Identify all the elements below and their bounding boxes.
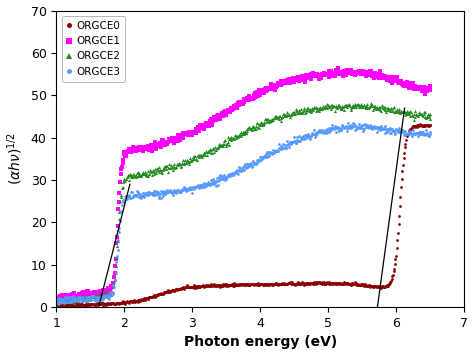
ORGCE1 xyxy=(54,295,59,299)
X-axis label: Photon energy (eV): Photon energy (eV) xyxy=(184,335,337,349)
Line: ORGCE0: ORGCE0 xyxy=(55,122,432,307)
ORGCE3 xyxy=(120,198,126,202)
ORGCE0 xyxy=(428,123,433,127)
ORGCE0 xyxy=(304,282,310,286)
ORGCE0 xyxy=(223,282,229,286)
ORGCE0 xyxy=(274,282,280,286)
ORGCE3 xyxy=(55,302,61,306)
Legend: ORGCE0, ORGCE1, ORGCE2, ORGCE3: ORGCE0, ORGCE1, ORGCE2, ORGCE3 xyxy=(62,16,126,82)
ORGCE0 xyxy=(54,302,59,307)
Line: ORGCE3: ORGCE3 xyxy=(55,122,432,306)
ORGCE3 xyxy=(150,191,156,195)
ORGCE2 xyxy=(336,104,341,108)
Line: ORGCE2: ORGCE2 xyxy=(55,102,432,305)
ORGCE2 xyxy=(304,105,310,110)
ORGCE1 xyxy=(274,83,280,88)
ORGCE2 xyxy=(150,169,156,173)
ORGCE0 xyxy=(150,295,156,299)
ORGCE3 xyxy=(304,135,310,139)
ORGCE2 xyxy=(54,298,59,302)
Line: ORGCE1: ORGCE1 xyxy=(55,66,432,302)
ORGCE2 xyxy=(428,112,433,116)
ORGCE0 xyxy=(120,300,126,305)
ORGCE1 xyxy=(337,72,342,76)
Y-axis label: $(\alpha h\nu)^{1/2}$: $(\alpha h\nu)^{1/2}$ xyxy=(6,132,25,185)
ORGCE3 xyxy=(336,129,341,133)
ORGCE1 xyxy=(428,88,433,92)
ORGCE2 xyxy=(223,142,229,146)
ORGCE3 xyxy=(428,132,433,137)
ORGCE3 xyxy=(223,175,229,179)
ORGCE1 xyxy=(304,76,310,80)
ORGCE1 xyxy=(335,66,341,70)
ORGCE0 xyxy=(418,122,423,126)
ORGCE2 xyxy=(120,180,126,184)
ORGCE3 xyxy=(54,298,59,302)
ORGCE2 xyxy=(71,301,77,305)
ORGCE1 xyxy=(120,158,126,162)
ORGCE1 xyxy=(150,144,156,148)
ORGCE1 xyxy=(54,298,60,302)
ORGCE2 xyxy=(368,101,374,105)
ORGCE3 xyxy=(274,148,280,152)
ORGCE0 xyxy=(62,304,67,308)
ORGCE1 xyxy=(223,113,229,118)
ORGCE0 xyxy=(336,282,341,286)
ORGCE3 xyxy=(350,121,356,125)
ORGCE2 xyxy=(274,115,280,119)
